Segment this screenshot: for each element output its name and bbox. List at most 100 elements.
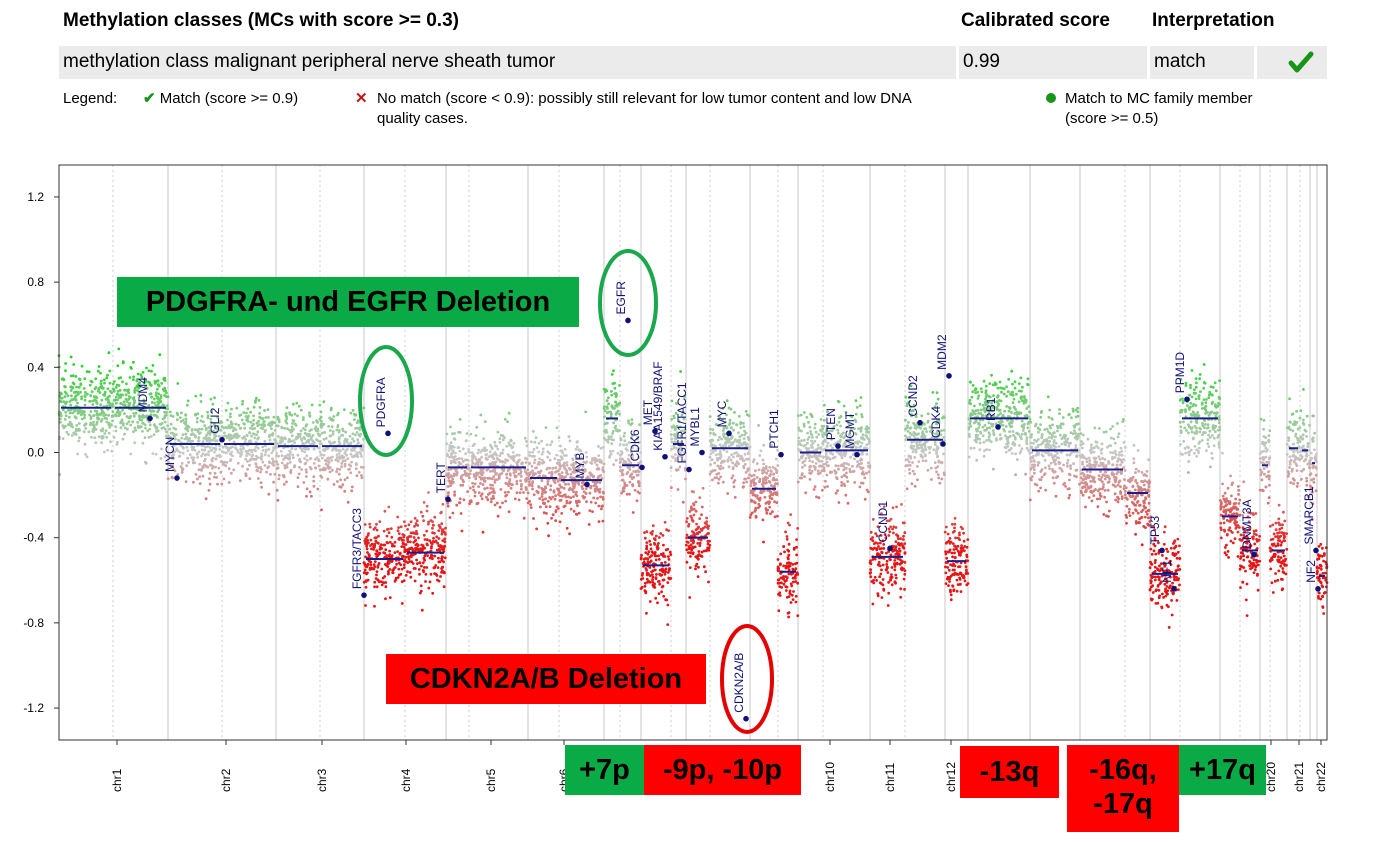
data-point xyxy=(794,600,798,604)
data-point xyxy=(754,494,758,498)
data-point xyxy=(155,426,159,429)
data-point xyxy=(917,460,921,463)
data-point xyxy=(776,569,780,573)
data-point xyxy=(740,456,744,460)
data-point xyxy=(248,463,251,467)
data-point xyxy=(544,426,548,429)
data-point xyxy=(203,448,207,452)
data-point xyxy=(508,443,511,447)
data-point xyxy=(92,395,96,399)
data-point xyxy=(742,421,745,425)
data-point xyxy=(546,521,550,525)
data-point xyxy=(251,427,255,431)
data-point xyxy=(394,576,398,580)
data-point xyxy=(874,532,878,535)
data-point xyxy=(913,484,917,488)
data-point xyxy=(574,447,578,451)
data-point xyxy=(356,438,360,442)
data-point xyxy=(353,418,356,421)
data-point xyxy=(427,491,430,494)
data-point xyxy=(446,454,449,458)
data-point xyxy=(854,412,858,416)
data-point xyxy=(679,370,682,373)
data-point xyxy=(264,416,268,419)
data-point xyxy=(429,572,433,576)
data-point xyxy=(150,401,154,404)
data-point xyxy=(624,447,628,451)
data-point xyxy=(958,533,961,537)
data-point xyxy=(637,461,641,465)
data-point xyxy=(61,408,65,412)
data-point xyxy=(202,463,206,467)
data-point xyxy=(809,472,813,475)
data-point xyxy=(745,457,748,461)
data-point xyxy=(93,387,97,391)
data-point xyxy=(244,457,248,461)
data-point xyxy=(546,480,550,483)
data-point xyxy=(898,549,902,553)
data-point xyxy=(256,430,260,434)
data-point xyxy=(171,476,175,480)
data-point xyxy=(382,551,385,554)
data-point xyxy=(911,461,914,464)
data-point xyxy=(276,498,280,502)
data-point xyxy=(245,454,248,457)
data-point xyxy=(863,497,867,501)
data-point xyxy=(909,405,912,409)
data-point xyxy=(120,402,123,405)
data-point xyxy=(397,561,401,565)
data-point xyxy=(303,437,307,441)
data-point xyxy=(704,570,707,574)
data-point xyxy=(446,504,450,508)
data-point xyxy=(822,418,826,422)
data-point xyxy=(904,395,908,399)
data-point xyxy=(223,460,227,464)
data-point xyxy=(409,531,413,535)
data-point xyxy=(297,472,301,476)
data-point xyxy=(477,485,480,488)
data-point xyxy=(618,465,622,469)
data-point xyxy=(355,474,359,478)
data-point xyxy=(436,578,439,582)
data-point xyxy=(909,409,913,413)
data-point xyxy=(235,406,239,410)
data-point xyxy=(290,425,294,429)
data-point xyxy=(308,414,312,418)
data-point xyxy=(493,491,496,495)
data-point xyxy=(558,483,562,487)
data-point xyxy=(637,484,641,488)
data-point xyxy=(243,435,246,439)
data-point xyxy=(479,413,483,417)
data-point xyxy=(449,484,452,487)
data-point xyxy=(257,398,261,402)
data-point xyxy=(688,566,692,569)
data-point xyxy=(286,462,289,465)
data-point xyxy=(133,399,137,402)
data-point xyxy=(291,439,295,442)
data-point xyxy=(706,542,710,546)
data-point xyxy=(160,382,164,385)
data-point xyxy=(193,448,197,452)
data-point xyxy=(598,458,601,462)
data-point xyxy=(447,472,451,475)
data-point xyxy=(200,448,204,452)
data-point xyxy=(310,435,313,439)
data-point xyxy=(638,491,641,495)
data-point xyxy=(108,403,111,407)
data-point xyxy=(657,580,660,583)
data-point xyxy=(537,441,541,445)
data-point xyxy=(645,544,649,548)
data-point xyxy=(185,436,189,439)
data-point xyxy=(602,407,606,410)
data-point xyxy=(159,396,163,400)
data-point xyxy=(209,417,213,421)
data-point xyxy=(810,443,813,447)
data-point xyxy=(935,470,938,474)
data-point xyxy=(221,445,225,449)
data-point xyxy=(208,433,212,436)
data-point xyxy=(881,583,885,587)
data-point xyxy=(180,471,184,474)
data-point xyxy=(211,438,215,442)
data-point xyxy=(227,446,231,450)
data-point xyxy=(882,543,886,546)
